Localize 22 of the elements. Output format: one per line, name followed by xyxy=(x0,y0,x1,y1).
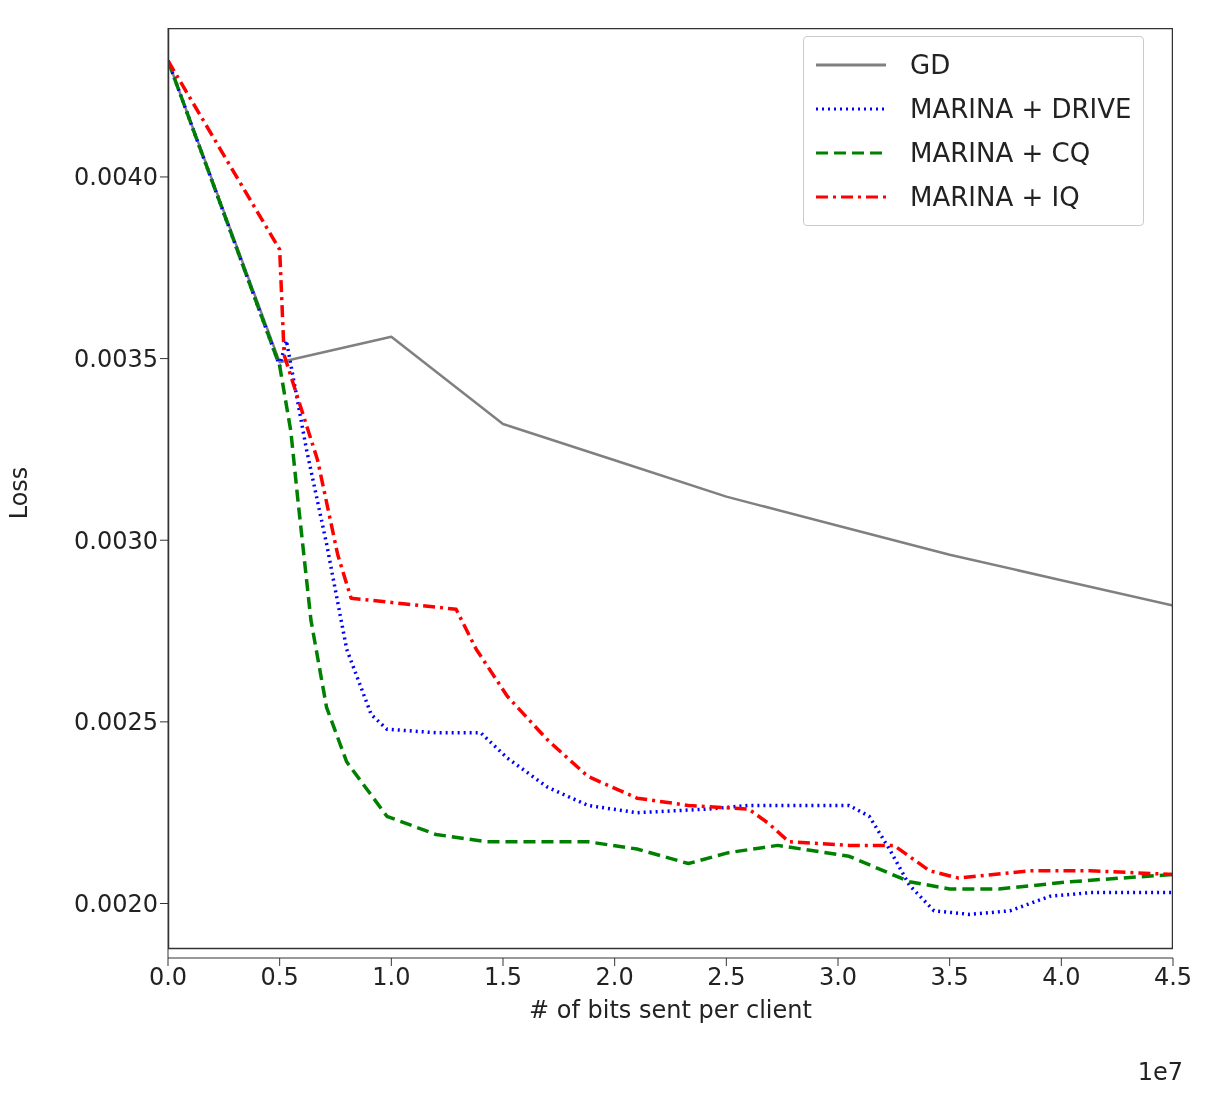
x-tick-label: 4.5 xyxy=(1153,963,1193,992)
x-tick-label: 0.5 xyxy=(260,963,299,992)
y-tick-label: 0.0035 xyxy=(74,345,158,374)
x-tick-label: 0.0 xyxy=(148,963,188,992)
legend-label: MARINA + IQ xyxy=(910,182,1080,212)
legend-label: GD xyxy=(910,50,951,80)
text: 1e7 xyxy=(1137,1058,1183,1086)
x-tick-label: 2.5 xyxy=(707,963,746,992)
y-tick-label: 0.0025 xyxy=(74,708,158,737)
legend-label: MARINA + DRIVE xyxy=(910,94,1132,124)
x-tick-label: 4.0 xyxy=(1042,963,1081,992)
y-tick-label: 0.0030 xyxy=(74,526,158,555)
legend-label: MARINA + CQ xyxy=(910,138,1091,168)
y-tick-label: 0.0040 xyxy=(74,163,158,192)
x-tick-label: 3.5 xyxy=(930,963,969,992)
y-tick-label: 0.0020 xyxy=(74,890,158,919)
x-tick-label: 1.5 xyxy=(483,963,523,992)
x-tick-label: 3.0 xyxy=(818,963,858,992)
y-axis-title: Loss xyxy=(4,466,33,520)
x-tick-label: 2.0 xyxy=(595,963,634,992)
x-tick-label: 1.0 xyxy=(372,963,411,992)
x-axis-title: # of bits sent per client xyxy=(529,996,812,1024)
